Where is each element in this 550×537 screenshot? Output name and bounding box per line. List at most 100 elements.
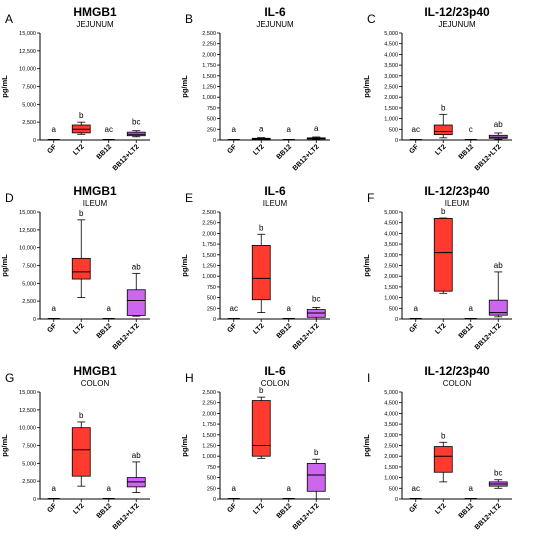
significance-letter: ab	[494, 261, 503, 270]
box	[433, 218, 453, 292]
y-tick-label: 2,000	[202, 231, 216, 237]
y-tick-label: 2,500	[22, 120, 36, 126]
panel-subtitle: ILEUM	[445, 199, 470, 208]
significance-letter: ac	[412, 125, 420, 134]
significance-letter: b	[79, 111, 84, 120]
significance-letter: a	[287, 125, 292, 134]
significance-letter: bc	[312, 294, 320, 303]
panel-letter: F	[367, 191, 374, 205]
box	[433, 124, 453, 136]
y-tick-label: 750	[207, 465, 216, 471]
significance-letter: b	[441, 431, 446, 440]
y-tick-label: 12,500	[19, 228, 36, 234]
x-tick-label: LT2	[434, 143, 447, 156]
y-tick-label: 15,000	[19, 31, 36, 37]
box	[433, 446, 453, 473]
panel-letter: D	[5, 191, 14, 205]
y-tick-label: 4,000	[384, 52, 398, 58]
x-tick-label: BB12	[458, 502, 476, 520]
panel-subtitle: ILEUM	[263, 199, 288, 208]
y-tick-label: 1,000	[202, 274, 216, 280]
y-tick-label: 0	[213, 317, 216, 323]
significance-letter: c	[469, 125, 473, 134]
y-tick-label: 1,250	[202, 85, 216, 91]
x-tick-label: BB12+LT2	[112, 502, 141, 531]
y-tick-label: 3,500	[384, 422, 398, 428]
panel-letter: C	[367, 12, 376, 26]
y-tick-label: 500	[389, 486, 398, 492]
y-tick-label: 500	[207, 117, 216, 123]
panel-letter: E	[185, 191, 193, 205]
significance-letter: ac	[230, 304, 238, 313]
y-tick-label: 0	[395, 317, 398, 323]
y-tick-label: 3,000	[384, 433, 398, 439]
panel-title: IL-6	[264, 364, 286, 378]
x-tick-label: BB12	[96, 502, 114, 520]
panel-title: IL-12/23p40	[424, 364, 490, 378]
panel-subtitle: COLON	[261, 379, 290, 388]
y-tick-label: 2,000	[384, 454, 398, 460]
y-tick-label: 1,500	[202, 74, 216, 80]
panel-subtitle: COLON	[443, 379, 472, 388]
x-tick-label: BB12+LT2	[474, 502, 503, 531]
x-tick-label: BB12	[458, 322, 476, 340]
panel-title: IL-12/23p40	[424, 5, 490, 19]
y-tick-label: 3,500	[384, 63, 398, 69]
panel-subtitle: JEJUNUM	[438, 20, 476, 29]
x-tick-label: BB12+LT2	[112, 143, 141, 172]
y-tick-label: 2,000	[202, 411, 216, 417]
y-axis-label: pg/mL	[180, 254, 189, 277]
y-tick-label: 5,000	[384, 31, 398, 37]
x-tick-label: LT2	[434, 502, 447, 515]
significance-letter: a	[259, 125, 264, 134]
significance-letter: a	[52, 304, 57, 313]
x-tick-label: BB12+LT2	[292, 502, 321, 531]
y-tick-label: 0	[33, 317, 36, 323]
y-tick-label: 500	[389, 127, 398, 133]
y-tick-label: 4,500	[384, 42, 398, 48]
y-axis-label: pg/mL	[180, 75, 189, 98]
y-tick-label: 3,500	[384, 242, 398, 248]
y-tick-label: 10,000	[19, 246, 36, 252]
panel-title: IL-6	[264, 5, 286, 19]
y-tick-label: 500	[389, 306, 398, 312]
significance-letter: a	[287, 304, 292, 313]
x-tick-label: LT2	[72, 143, 85, 156]
y-tick-label: 2,500	[22, 479, 36, 485]
panel-subtitle: ILEUM	[83, 199, 108, 208]
panel-letter: H	[185, 371, 194, 385]
y-tick-label: 2,500	[202, 210, 216, 216]
x-tick-label: GF	[408, 322, 420, 334]
x-tick-label: BB12	[96, 322, 114, 340]
significance-letter: bc	[132, 118, 140, 127]
y-tick-label: 7,500	[22, 444, 36, 450]
y-tick-label: 0	[33, 497, 36, 503]
y-tick-label: 12,500	[19, 408, 36, 414]
y-tick-label: 0	[33, 138, 36, 144]
significance-letter: ac	[105, 125, 113, 134]
y-tick-label: 1,000	[384, 476, 398, 482]
y-tick-label: 2,250	[202, 401, 216, 407]
y-axis-label: pg/mL	[0, 254, 9, 277]
y-tick-label: 15,000	[19, 210, 36, 216]
significance-letter: ab	[132, 451, 141, 460]
x-tick-label: BB12+LT2	[112, 322, 141, 351]
x-tick-label: BB12	[276, 502, 294, 520]
panel-title: IL-6	[264, 184, 286, 198]
y-tick-label: 1,750	[202, 63, 216, 69]
significance-letter: a	[232, 484, 237, 493]
y-tick-label: 1,750	[202, 242, 216, 248]
y-tick-label: 2,000	[202, 52, 216, 58]
panel-title: HMGB1	[73, 184, 117, 198]
y-tick-label: 4,000	[384, 411, 398, 417]
y-tick-label: 3,000	[384, 74, 398, 80]
y-tick-label: 1,500	[202, 433, 216, 439]
y-tick-label: 0	[213, 138, 216, 144]
y-tick-label: 2,500	[384, 444, 398, 450]
significance-letter: b	[441, 207, 446, 216]
y-tick-label: 2,500	[202, 390, 216, 396]
panel-letter: A	[5, 12, 13, 26]
